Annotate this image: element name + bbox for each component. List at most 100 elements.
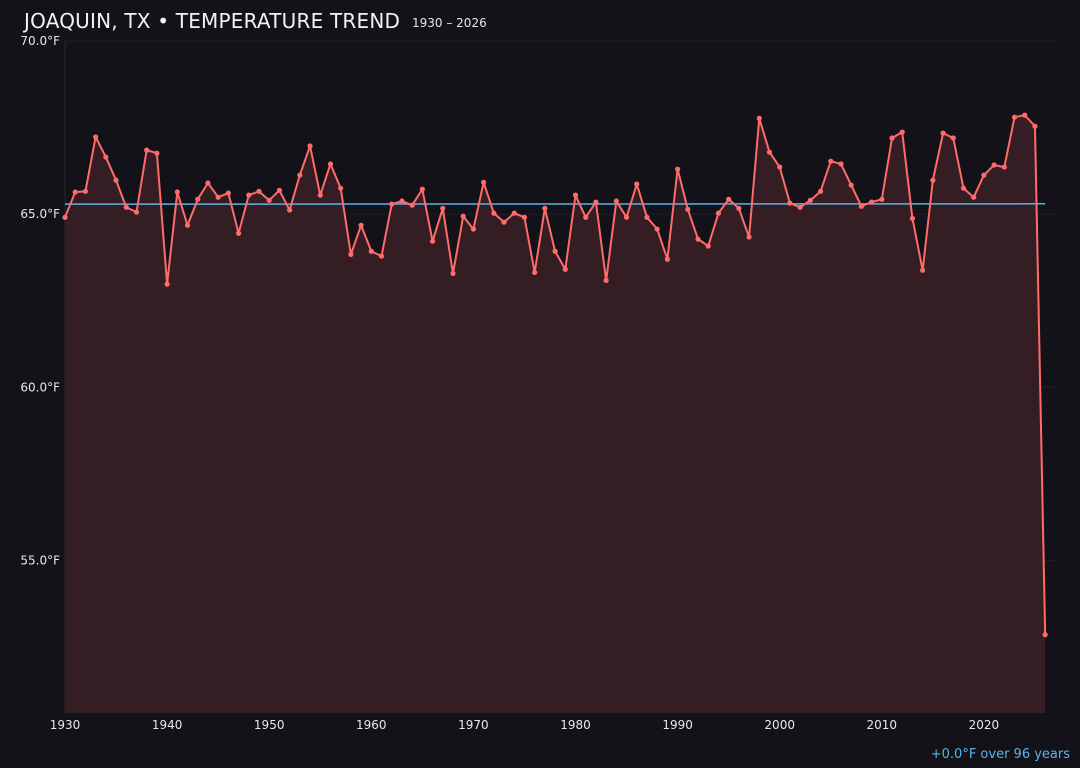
x-tick-label: 1990 <box>662 718 693 732</box>
x-tick-label: 1970 <box>458 718 489 732</box>
y-tick-label: 65.0°F <box>20 207 60 221</box>
data-point <box>746 234 752 240</box>
data-point <box>583 214 589 220</box>
data-point <box>481 179 487 185</box>
data-point <box>1032 123 1038 129</box>
data-point <box>644 214 650 220</box>
data-point <box>195 196 201 202</box>
data-point <box>225 190 231 196</box>
data-point <box>491 210 497 216</box>
data-point <box>82 188 89 194</box>
data-point <box>470 226 476 232</box>
data-point <box>450 270 456 277</box>
data-point <box>358 222 364 228</box>
chart-title: JOAQUIN, TX • TEMPERATURE TREND <box>24 9 401 33</box>
data-point <box>685 206 691 212</box>
data-point <box>123 204 129 210</box>
data-point <box>828 158 834 164</box>
data-point <box>246 192 252 198</box>
data-point <box>858 203 864 209</box>
data-point <box>736 205 742 211</box>
data-point <box>920 267 926 273</box>
x-tick-label: 2010 <box>867 718 898 732</box>
data-point <box>879 196 885 202</box>
data-point <box>695 236 701 242</box>
data-point <box>981 172 987 178</box>
y-tick-label: 70.0°F <box>20 34 60 48</box>
data-point <box>521 214 528 220</box>
data-point <box>613 198 619 204</box>
data-point <box>1022 112 1028 118</box>
data-point <box>399 198 405 204</box>
data-point <box>664 256 670 262</box>
data-point <box>103 154 109 160</box>
data-point <box>787 200 793 206</box>
data-point <box>297 172 303 178</box>
data-point <box>276 187 283 193</box>
x-tick-label: 2020 <box>969 718 1000 732</box>
data-point <box>501 219 507 225</box>
x-tick-label: 1930 <box>50 718 81 732</box>
data-point <box>909 215 916 221</box>
data-point <box>603 277 609 283</box>
data-point <box>1011 114 1018 120</box>
data-point <box>317 192 323 198</box>
data-point <box>838 161 844 167</box>
data-point <box>542 205 548 211</box>
data-point <box>460 213 466 219</box>
x-tick-label: 1950 <box>254 718 285 732</box>
x-tick-label: 1960 <box>356 718 387 732</box>
data-point <box>1001 164 1007 170</box>
data-point <box>899 129 905 135</box>
data-point <box>930 177 936 183</box>
data-point <box>511 210 517 216</box>
area-fill <box>65 115 1046 714</box>
data-point <box>705 243 711 249</box>
data-point <box>133 209 140 215</box>
data-point <box>327 161 334 167</box>
data-point <box>623 214 630 220</box>
data-point <box>440 205 446 211</box>
data-point <box>184 222 191 228</box>
data-point <box>817 188 824 194</box>
data-point <box>848 182 854 188</box>
data-point <box>1042 632 1048 638</box>
data-point <box>144 147 150 153</box>
data-point <box>868 199 875 205</box>
data-point <box>797 204 803 210</box>
data-point <box>93 134 99 140</box>
data-point <box>532 269 538 275</box>
data-point <box>756 115 762 121</box>
data-point <box>950 135 956 141</box>
data-point <box>287 207 293 213</box>
data-point <box>726 196 732 202</box>
data-point <box>113 177 119 183</box>
data-point <box>654 226 660 232</box>
data-point <box>572 192 579 198</box>
chart-subtitle: 1930 – 2026 <box>412 16 487 30</box>
data-point <box>675 166 681 172</box>
y-tick-label: 55.0°F <box>20 554 60 568</box>
data-point <box>807 197 813 203</box>
x-tick-label: 1940 <box>152 718 183 732</box>
data-point <box>409 202 415 208</box>
data-point <box>215 194 221 200</box>
data-point <box>307 143 313 149</box>
data-point <box>72 189 78 195</box>
data-point <box>62 214 68 220</box>
data-point <box>154 150 160 156</box>
data-point <box>634 181 640 187</box>
data-point <box>235 230 242 236</box>
data-point <box>940 130 946 136</box>
data-point <box>991 162 997 168</box>
data-point <box>971 194 977 200</box>
data-point <box>429 238 436 244</box>
x-tick-label: 2000 <box>764 718 795 732</box>
data-point <box>348 251 354 257</box>
data-point <box>164 281 170 287</box>
data-point <box>419 186 425 192</box>
data-point <box>338 185 344 191</box>
data-point <box>256 188 262 194</box>
data-point <box>766 149 773 155</box>
